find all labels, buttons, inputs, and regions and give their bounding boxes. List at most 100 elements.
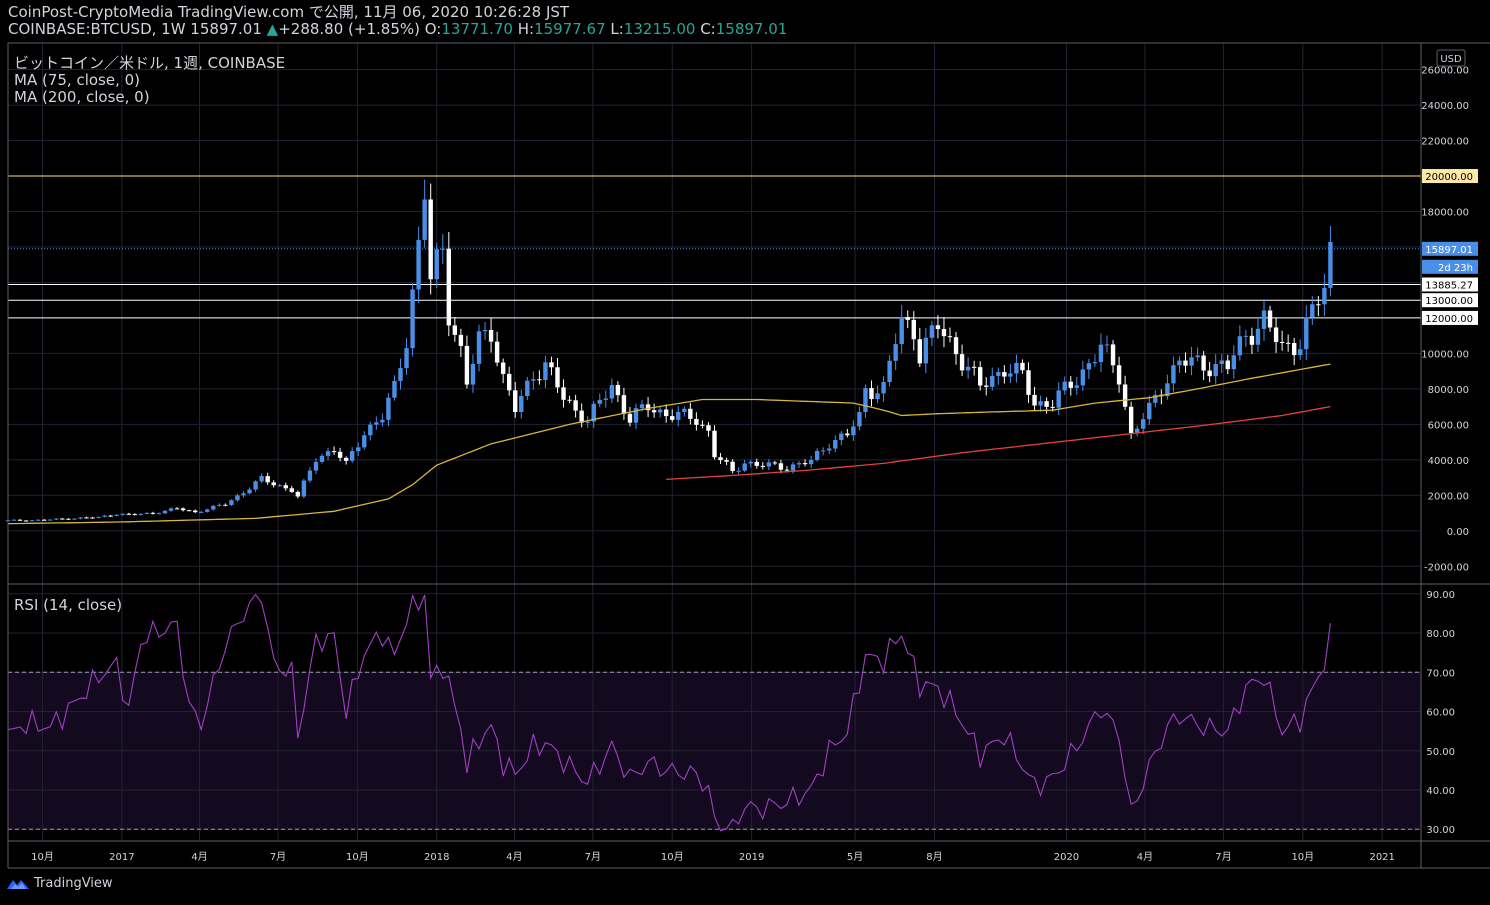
- candle-body: [670, 416, 675, 420]
- publisher-line: CoinPost-CryptoMedia TradingView.com で公開…: [8, 3, 570, 21]
- low-value: 13215.00: [623, 20, 696, 38]
- candle-body: [1177, 360, 1182, 366]
- candle-body: [941, 329, 947, 337]
- candle-body: [132, 514, 138, 516]
- ma75-line: [7, 363, 1331, 525]
- candle-body: [422, 199, 427, 240]
- candle-body: [833, 440, 838, 449]
- price-tick-label: 10000.00: [1421, 349, 1469, 360]
- candle-body: [778, 463, 784, 470]
- rsi-axis[interactable]: 30.00 40.00 50.00 60.00 70.00 80.00 90.00: [1426, 590, 1455, 836]
- candle-body: [1267, 310, 1273, 328]
- candle-body: [688, 408, 693, 419]
- candle-body: [1050, 406, 1055, 408]
- candle-body: [313, 461, 319, 471]
- candle-body: [1237, 336, 1243, 356]
- candle-body: [827, 448, 832, 451]
- candle-body: [796, 463, 802, 465]
- candle-body: [180, 508, 186, 511]
- candle-body: [1304, 317, 1309, 350]
- candle-body: [1165, 383, 1170, 397]
- candle-body: [772, 462, 778, 464]
- candle-body: [235, 495, 240, 501]
- candle-body: [470, 363, 476, 385]
- candle-body: [603, 398, 609, 400]
- candle-body: [959, 354, 965, 371]
- candle-body: [802, 463, 808, 465]
- time-tick-label: 4月: [506, 851, 522, 863]
- candle-body: [114, 514, 119, 516]
- candle-body: [102, 515, 107, 517]
- candle-body: [851, 426, 856, 436]
- candle-body: [1273, 327, 1279, 343]
- price-tick-label: 26000.00: [1421, 66, 1469, 77]
- candle-body: [410, 289, 415, 349]
- candle-body: [555, 367, 560, 388]
- candle-body: [72, 518, 77, 520]
- candle-body: [621, 395, 627, 414]
- candle-body: [277, 485, 282, 487]
- candle-body: [186, 510, 192, 512]
- candle-body: [724, 460, 729, 462]
- ma200-legend[interactable]: MA (200, close, 0): [14, 88, 150, 106]
- candle-body: [482, 329, 488, 332]
- candle-body: [760, 465, 766, 467]
- rsi-tick-label: 40.00: [1426, 786, 1455, 797]
- candle-body: [217, 504, 222, 506]
- candle-body: [1026, 370, 1031, 395]
- candle-body: [881, 382, 886, 394]
- currency-badge-label: USD: [1440, 54, 1462, 65]
- rsi-tick-label: 60.00: [1426, 708, 1455, 719]
- candle-body: [506, 373, 512, 391]
- candle-body: [663, 409, 669, 417]
- series-legend[interactable]: ビットコイン／米ドル, 1週, COINBASE: [14, 54, 285, 72]
- candle-body: [343, 457, 349, 461]
- tradingview-brand[interactable]: TradingView: [6, 876, 113, 891]
- candle-body: [513, 390, 518, 412]
- candle-body: [29, 520, 35, 522]
- candle-body: [362, 435, 367, 448]
- open-label: O:: [424, 20, 442, 38]
- candle-body: [651, 410, 657, 413]
- low-label: L:: [610, 20, 624, 38]
- rsi-legend[interactable]: RSI (14, close): [14, 596, 122, 614]
- candle-body: [162, 510, 168, 514]
- time-tick-label: 5月: [847, 851, 863, 863]
- currency-badge[interactable]: USD: [1436, 49, 1466, 67]
- candle-body: [808, 459, 814, 465]
- candle-body: [1291, 343, 1297, 356]
- ma75-legend[interactable]: MA (75, close, 0): [14, 71, 140, 89]
- candle-body: [1141, 419, 1146, 429]
- candle-body: [573, 400, 578, 411]
- candle-body: [174, 508, 180, 510]
- candle-body: [1243, 335, 1249, 337]
- time-tick-label: 2019: [739, 852, 764, 863]
- candle-body: [307, 470, 313, 481]
- time-tick-label: 10月: [661, 851, 684, 863]
- candle-body: [253, 481, 258, 490]
- candle-body: [1213, 363, 1218, 377]
- candle-body: [579, 410, 584, 423]
- candle-body: [247, 489, 252, 494]
- tag-20000-bg: [1422, 169, 1478, 184]
- candle-body: [863, 388, 868, 413]
- candle-body: [54, 518, 59, 520]
- price-tick-label: 22000.00: [1421, 137, 1469, 148]
- candle-body: [965, 366, 971, 371]
- time-axis[interactable]: 10月 2017 4月 7月 10月 2018 4月 7月 10月 2019 5月 8月 2020 4月 7…: [31, 851, 1395, 863]
- price-axis[interactable]: -2000.00 0.00 2000.00 4000.00 6000.00 8000.00…: [1421, 66, 1469, 574]
- candle-body: [150, 512, 156, 514]
- price-tick-label: 8000.00: [1428, 385, 1469, 396]
- candle-body: [766, 462, 772, 467]
- candle-body: [120, 513, 125, 515]
- candle-body: [1279, 342, 1285, 344]
- candle-body: [1104, 344, 1110, 346]
- candle-body: [168, 508, 174, 511]
- candle-body: [283, 485, 288, 489]
- rsi-tick-label: 30.00: [1426, 825, 1455, 836]
- candle-body: [845, 433, 850, 436]
- candle-body: [875, 393, 880, 400]
- close-label: C:: [700, 20, 716, 38]
- candle-body: [996, 372, 1001, 376]
- candle-body: [1020, 362, 1025, 371]
